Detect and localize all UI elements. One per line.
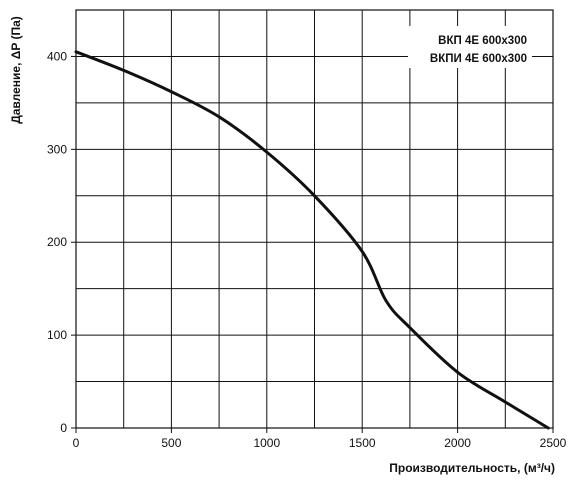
x-tick-label: 2000 xyxy=(444,436,471,450)
x-tick-label: 1000 xyxy=(253,436,280,450)
x-tick-label: 2500 xyxy=(540,436,567,450)
x-axis-ticks: 0 500 1000 1500 2000 2500 xyxy=(73,428,567,450)
x-tick-label: 0 xyxy=(73,436,80,450)
legend-entry-2: ВКПИ 4Е 600х300 xyxy=(430,53,527,65)
x-axis-title: Производительность, (м³/ч) xyxy=(389,461,555,475)
y-tick-label: 200 xyxy=(47,235,67,249)
y-tick-label: 400 xyxy=(47,49,67,63)
legend-box xyxy=(408,26,532,68)
curve-layer xyxy=(74,50,550,430)
y-tick-label: 300 xyxy=(47,142,67,156)
plot-frame xyxy=(75,9,554,429)
y-tick-label: 0 xyxy=(60,421,67,435)
legend-entry-1: ВКП 4Е 600х300 xyxy=(438,35,527,47)
x-tick-label: 1500 xyxy=(349,436,376,450)
y-axis-title: Давление, ΔP (Па) xyxy=(9,16,23,124)
grid xyxy=(75,9,554,429)
pressure-curve xyxy=(74,50,550,430)
x-tick-label: 500 xyxy=(161,436,181,450)
y-tick-label: 100 xyxy=(47,328,67,342)
y-axis-ticks: 0 100 200 300 400 xyxy=(47,49,76,435)
